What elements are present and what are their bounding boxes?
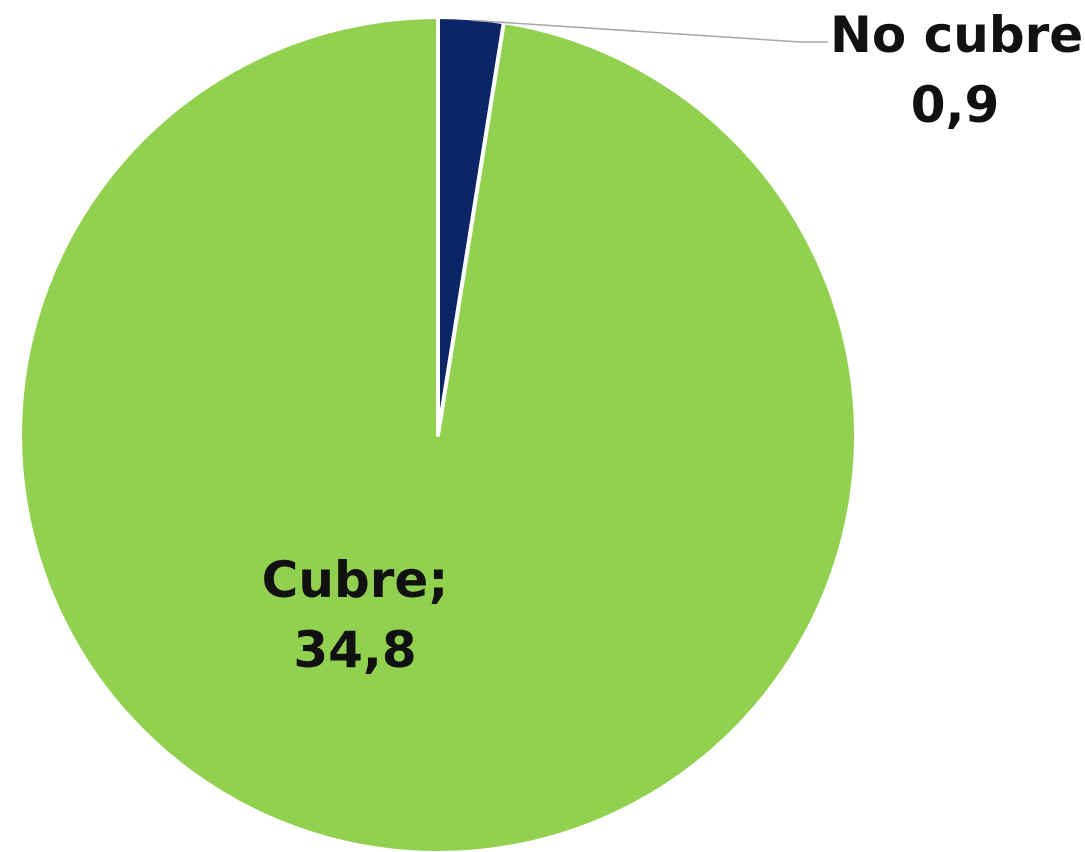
data-label-cubre-name: Cubre; xyxy=(261,551,449,609)
data-label-cubre-value: 34,8 xyxy=(293,621,417,679)
data-label-no-cubre-name: No cubre; xyxy=(830,6,1085,64)
data-label-no-cubre: No cubre; 0,9 xyxy=(830,0,1085,140)
leader-line-no-cubre xyxy=(470,19,828,43)
data-label-no-cubre-value: 0,9 xyxy=(910,76,1000,134)
pie-slice-cubre xyxy=(18,15,859,852)
data-label-cubre: Cubre; 34,8 xyxy=(235,545,475,685)
